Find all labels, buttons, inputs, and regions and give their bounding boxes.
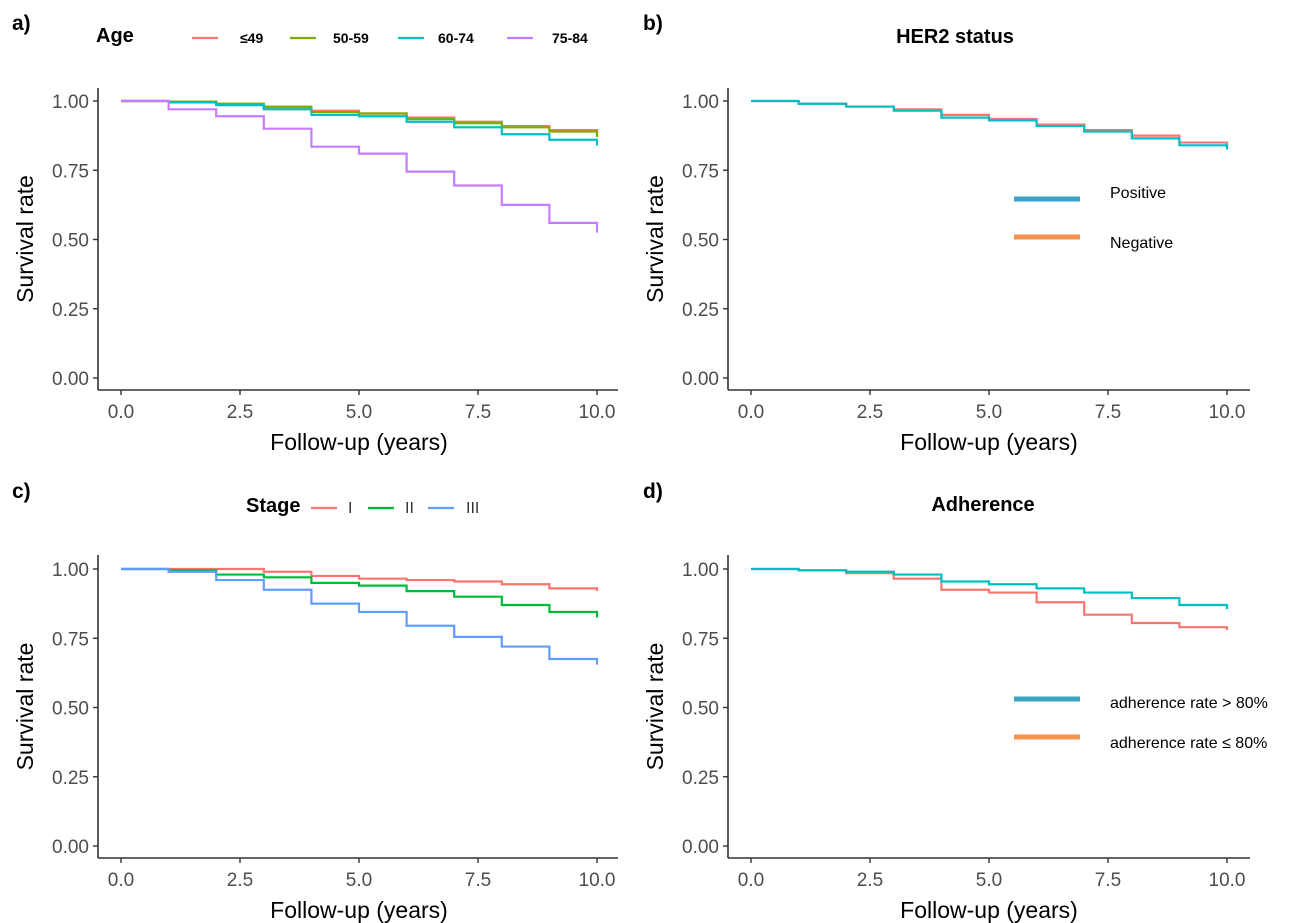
x-tick-label: 5.0 bbox=[346, 870, 372, 891]
y-tick-label: 0.50 bbox=[682, 699, 719, 720]
legend-label: Positive bbox=[1110, 185, 1166, 202]
panel-label: c) bbox=[12, 480, 31, 503]
x-tick-label: 2.5 bbox=[857, 402, 883, 423]
series-line-c-2 bbox=[121, 567, 599, 665]
legend-label: I bbox=[348, 500, 352, 517]
y-tick-label: 0.25 bbox=[52, 768, 89, 789]
x-axis-title: Follow-up (years) bbox=[900, 429, 1078, 455]
panel-title: Age bbox=[96, 25, 134, 47]
legend-label: adherence rate > 80% bbox=[1110, 695, 1268, 712]
y-axis-title: Survival rate bbox=[642, 175, 668, 303]
x-axis-title: Follow-up (years) bbox=[900, 897, 1078, 923]
x-tick-label: 0.0 bbox=[738, 402, 764, 423]
y-axis-title: Survival rate bbox=[642, 643, 668, 771]
series-line-a-1 bbox=[121, 99, 599, 138]
x-tick-label: 5.0 bbox=[976, 870, 1002, 891]
y-tick-label: 0.75 bbox=[52, 161, 89, 182]
x-tick-label: 7.5 bbox=[1095, 402, 1121, 423]
series-line-b-1 bbox=[751, 99, 1229, 150]
legend-label: 75-84 bbox=[552, 30, 588, 46]
y-tick-label: 0.25 bbox=[52, 300, 89, 321]
y-axis-title: Survival rate bbox=[12, 643, 38, 771]
y-tick-label: 0.50 bbox=[52, 699, 89, 720]
y-axis-title: Survival rate bbox=[12, 175, 38, 303]
x-tick-label: 0.0 bbox=[108, 402, 134, 423]
legend-label: II bbox=[405, 500, 414, 517]
series-line-a-2 bbox=[121, 99, 599, 146]
panel-label: b) bbox=[643, 12, 663, 35]
x-tick-label: 0.0 bbox=[738, 870, 764, 891]
x-axis-title: Follow-up (years) bbox=[270, 897, 448, 923]
series-line-a-3 bbox=[121, 99, 599, 233]
panel-a: a) Age 0.00 0.25 0.50 0.75 1.00 0.0 2.5 5.0 7.5 10.… bbox=[12, 12, 618, 455]
y-tick-label: 0.75 bbox=[682, 629, 719, 650]
series-line-a-0 bbox=[121, 99, 599, 135]
x-tick-label: 5.0 bbox=[976, 402, 1002, 423]
panel-title: Stage bbox=[246, 495, 300, 517]
x-tick-label: 10.0 bbox=[579, 402, 616, 423]
panel-b: b) HER2 status 0.00 0.25 0.50 0.75 1.00 0.0 2.5 5… bbox=[642, 12, 1250, 455]
legend-label: 50-59 bbox=[333, 30, 369, 46]
y-tick-label: 1.00 bbox=[52, 92, 89, 113]
x-tick-label: 2.5 bbox=[227, 402, 253, 423]
legend-label: adherence rate ≤ 80% bbox=[1110, 735, 1267, 752]
y-tick-label: 0.75 bbox=[52, 629, 89, 650]
y-tick-label: 1.00 bbox=[682, 560, 719, 581]
x-tick-label: 10.0 bbox=[1209, 402, 1246, 423]
legend-label: III bbox=[466, 500, 479, 517]
legend-label: ≤49 bbox=[240, 30, 263, 46]
y-tick-label: 1.00 bbox=[52, 560, 89, 581]
y-tick-label: 0.00 bbox=[52, 369, 89, 390]
x-tick-label: 10.0 bbox=[579, 870, 616, 891]
series-line-d-0 bbox=[751, 567, 1229, 630]
x-tick-label: 2.5 bbox=[227, 870, 253, 891]
panel-title: HER2 status bbox=[896, 26, 1014, 48]
y-tick-label: 0.00 bbox=[52, 837, 89, 858]
series-line-d-1 bbox=[751, 567, 1229, 610]
x-tick-label: 10.0 bbox=[1209, 870, 1246, 891]
y-tick-label: 1.00 bbox=[682, 92, 719, 113]
x-axis-title: Follow-up (years) bbox=[270, 429, 448, 455]
series-line-c-0 bbox=[121, 567, 599, 592]
legend-label: Negative bbox=[1110, 235, 1173, 252]
y-tick-label: 0.25 bbox=[682, 300, 719, 321]
x-tick-label: 7.5 bbox=[465, 402, 491, 423]
panel-label: d) bbox=[643, 480, 663, 503]
y-tick-label: 0.00 bbox=[682, 837, 719, 858]
x-tick-label: 5.0 bbox=[346, 402, 372, 423]
series-line-b-0 bbox=[751, 99, 1229, 149]
panel-title: Adherence bbox=[931, 494, 1034, 516]
x-tick-label: 0.0 bbox=[108, 870, 134, 891]
y-tick-label: 0.75 bbox=[682, 161, 719, 182]
panel-c: c) Stage 0.00 0.25 0.50 0.75 1.00 0.0 2.5 5.0 7.5 1… bbox=[12, 480, 618, 923]
y-tick-label: 0.50 bbox=[682, 231, 719, 252]
panel-label: a) bbox=[12, 12, 31, 35]
legend-label: 60-74 bbox=[438, 30, 474, 46]
x-tick-label: 7.5 bbox=[1095, 870, 1121, 891]
y-tick-label: 0.50 bbox=[52, 231, 89, 252]
y-tick-label: 0.00 bbox=[682, 369, 719, 390]
panel-d: d) Adherence 0.00 0.25 0.50 0.75 1.00 0.0 2.5 5.0… bbox=[642, 480, 1268, 923]
x-tick-label: 2.5 bbox=[857, 870, 883, 891]
y-tick-label: 0.25 bbox=[682, 768, 719, 789]
x-tick-label: 7.5 bbox=[465, 870, 491, 891]
